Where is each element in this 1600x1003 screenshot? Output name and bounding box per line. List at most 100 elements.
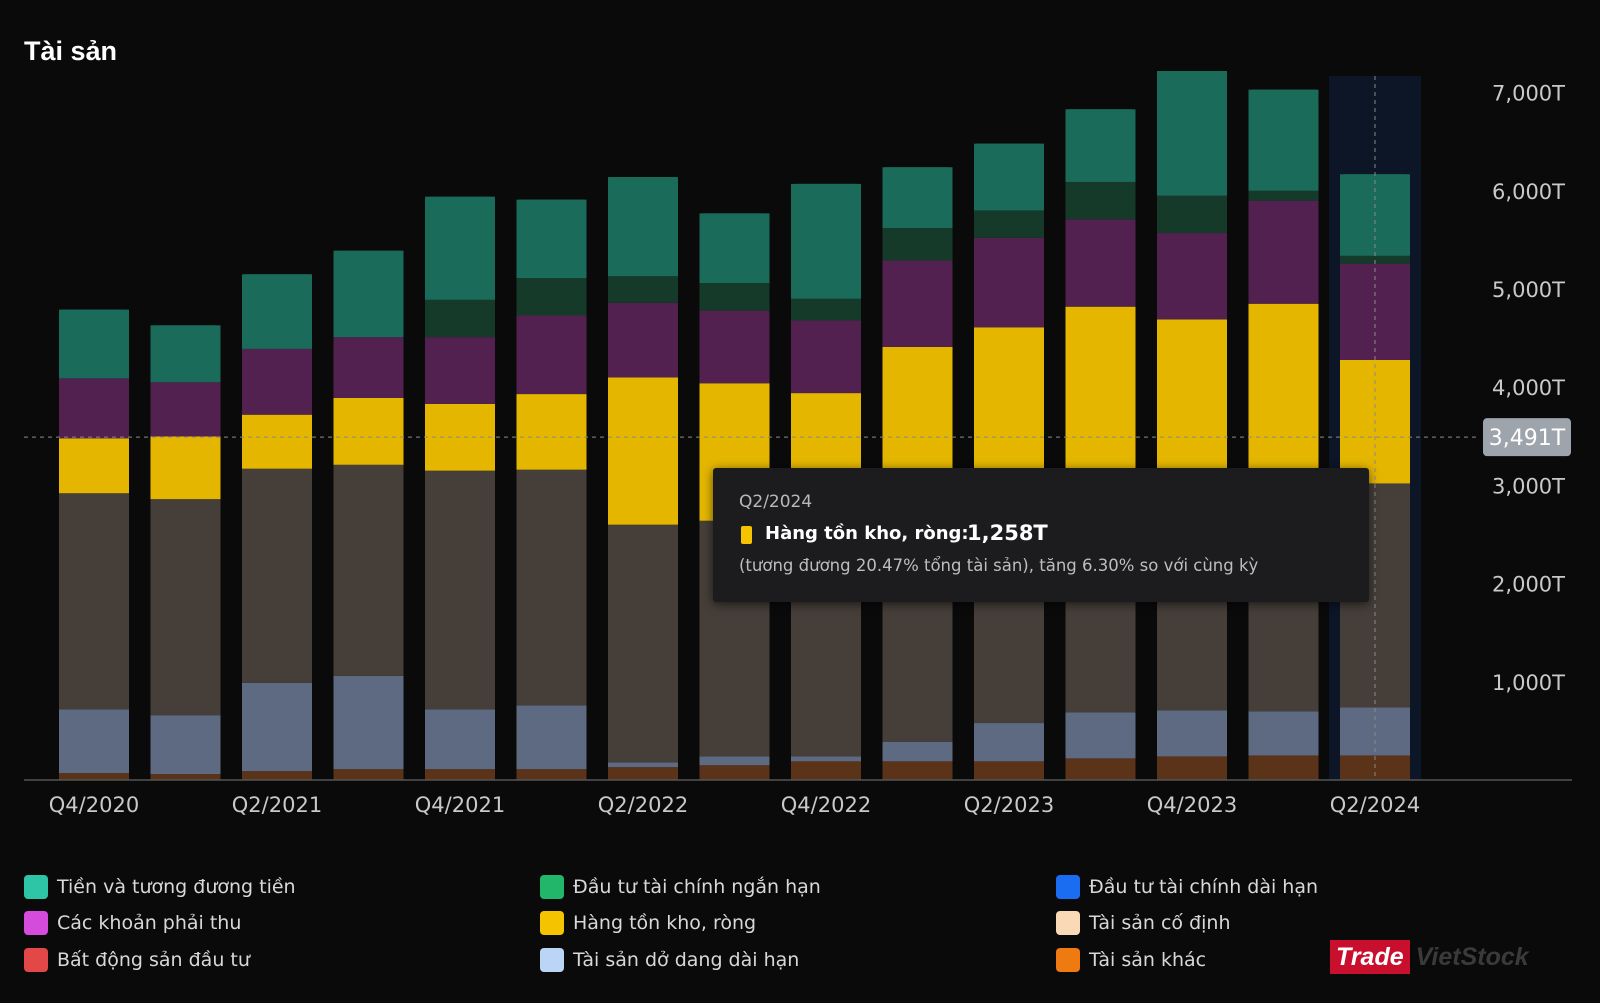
legend-swatch bbox=[24, 948, 48, 972]
bar-cap bbox=[1065, 109, 1136, 120]
tooltip-series-name: Hàng tồn kho, ròng: bbox=[765, 523, 969, 544]
tooltip-period: Q2/2024 bbox=[739, 492, 813, 512]
bar-segment bbox=[974, 210, 1044, 238]
bar-segment bbox=[882, 228, 953, 261]
bar-segment bbox=[699, 756, 770, 766]
bar-segment bbox=[974, 143, 1044, 211]
bar-segment bbox=[1157, 319, 1227, 490]
bar-segment bbox=[1248, 755, 1319, 780]
legend-label: Tài sản cố định bbox=[1089, 912, 1231, 934]
x-tick-label: Q2/2023 bbox=[964, 793, 1054, 817]
bar-segment bbox=[608, 524, 678, 763]
chart-title: Tài sản bbox=[24, 36, 118, 66]
legend-item[interactable]: Đầu tư tài chính dài hạn bbox=[1056, 874, 1318, 900]
bar-segment bbox=[333, 769, 404, 780]
bar-cap bbox=[882, 167, 953, 178]
legend-swatch bbox=[24, 875, 48, 899]
bar-segment bbox=[150, 499, 221, 716]
bar-cap bbox=[1248, 89, 1319, 100]
bar-segment bbox=[59, 773, 129, 780]
bar-segment bbox=[242, 682, 312, 772]
legend-label: Bất động sản đầu tư bbox=[57, 949, 250, 971]
bar-segment bbox=[974, 761, 1044, 780]
x-tick-label: Q2/2024 bbox=[1330, 793, 1420, 817]
bar-segment bbox=[1157, 70, 1227, 196]
x-tick-label: Q4/2020 bbox=[49, 793, 139, 817]
bar-segment bbox=[1065, 181, 1136, 220]
bar-segment bbox=[425, 337, 495, 404]
bar-segment bbox=[1248, 89, 1319, 191]
bar-segment bbox=[516, 315, 587, 395]
bar-segment bbox=[242, 468, 312, 683]
bar-segment bbox=[1248, 200, 1319, 304]
bar-cap bbox=[150, 325, 221, 336]
x-tick-label: Q4/2023 bbox=[1147, 793, 1237, 817]
bar-segment bbox=[882, 761, 953, 780]
legend-swatch bbox=[540, 948, 564, 972]
bar-segment bbox=[59, 493, 129, 710]
bar-segment bbox=[242, 771, 312, 780]
bar-segment bbox=[791, 183, 861, 299]
bar-segment bbox=[516, 769, 587, 780]
logo-trade: Trade bbox=[1330, 940, 1410, 974]
bar-segment bbox=[1157, 233, 1227, 320]
legend-swatch bbox=[1056, 911, 1080, 935]
bar-cap bbox=[1157, 70, 1227, 81]
y-tick-label: 2,000T bbox=[1492, 573, 1565, 597]
bar-cap bbox=[1340, 174, 1410, 185]
bar-cap bbox=[59, 309, 129, 320]
legend-item[interactable]: Tiền và tương đương tiền bbox=[24, 874, 296, 900]
tooltip-value: 1,258T bbox=[967, 521, 1048, 545]
bar-segment bbox=[791, 756, 861, 762]
bar-segment bbox=[333, 250, 404, 338]
bar-segment bbox=[882, 167, 953, 229]
bar-segment bbox=[516, 278, 587, 316]
y-tick-label: 1,000T bbox=[1492, 671, 1565, 695]
bar-segment bbox=[1157, 756, 1227, 780]
bar-segment bbox=[1248, 190, 1319, 201]
bar-segment bbox=[699, 213, 770, 284]
bar-segment bbox=[608, 377, 678, 525]
bar-segment bbox=[425, 470, 495, 710]
reference-badge bbox=[1483, 418, 1571, 457]
legend-label: Tài sản khác bbox=[1089, 949, 1207, 971]
bar-segment bbox=[150, 715, 221, 775]
legend-label: Tài sản dở dang dài hạn bbox=[573, 949, 800, 971]
legend-item[interactable]: Tài sản cố định bbox=[1056, 910, 1231, 936]
reference-label: 3,491T bbox=[1489, 426, 1566, 451]
bar-segment bbox=[1065, 712, 1136, 759]
bar-cap bbox=[242, 274, 312, 285]
bar-segment bbox=[242, 414, 312, 469]
tooltip-swatch bbox=[741, 526, 752, 544]
bar-segment bbox=[150, 382, 221, 437]
bar-segment bbox=[59, 438, 129, 494]
bar-segment bbox=[242, 274, 312, 349]
y-tick-label: 7,000T bbox=[1492, 82, 1565, 106]
y-tick-label: 5,000T bbox=[1492, 278, 1565, 302]
legend-item[interactable]: Tài sản khác bbox=[1056, 947, 1206, 973]
bar-segment bbox=[608, 177, 678, 277]
bar-cap bbox=[699, 213, 770, 224]
legend-label: Các khoản phải thu bbox=[57, 912, 242, 934]
legend-item[interactable]: Hàng tồn kho, ròng bbox=[540, 910, 756, 936]
bar-segment bbox=[1065, 109, 1136, 182]
legend-item[interactable]: Bất động sản đầu tư bbox=[24, 947, 250, 973]
bar-segment bbox=[333, 675, 404, 770]
bar-segment bbox=[791, 320, 861, 394]
bar-segment bbox=[608, 302, 678, 378]
bar-segment bbox=[425, 769, 495, 780]
legend-item[interactable]: Đầu tư tài chính ngắn hạn bbox=[540, 874, 821, 900]
bar-segment bbox=[1248, 711, 1319, 756]
legend-label: Tiền và tương đương tiền bbox=[57, 876, 296, 898]
bar-segment bbox=[516, 705, 587, 770]
legend-item[interactable]: Các khoản phải thu bbox=[24, 910, 241, 936]
bar-segment bbox=[516, 469, 587, 706]
bar-segment bbox=[1340, 707, 1410, 756]
x-tick-label: Q2/2022 bbox=[598, 793, 688, 817]
bar-segment bbox=[516, 199, 587, 279]
x-tick-label: Q2/2021 bbox=[232, 793, 322, 817]
legend-label: Đầu tư tài chính ngắn hạn bbox=[573, 876, 821, 898]
bar-segment bbox=[333, 337, 404, 399]
legend-item[interactable]: Tài sản dở dang dài hạn bbox=[540, 947, 799, 973]
